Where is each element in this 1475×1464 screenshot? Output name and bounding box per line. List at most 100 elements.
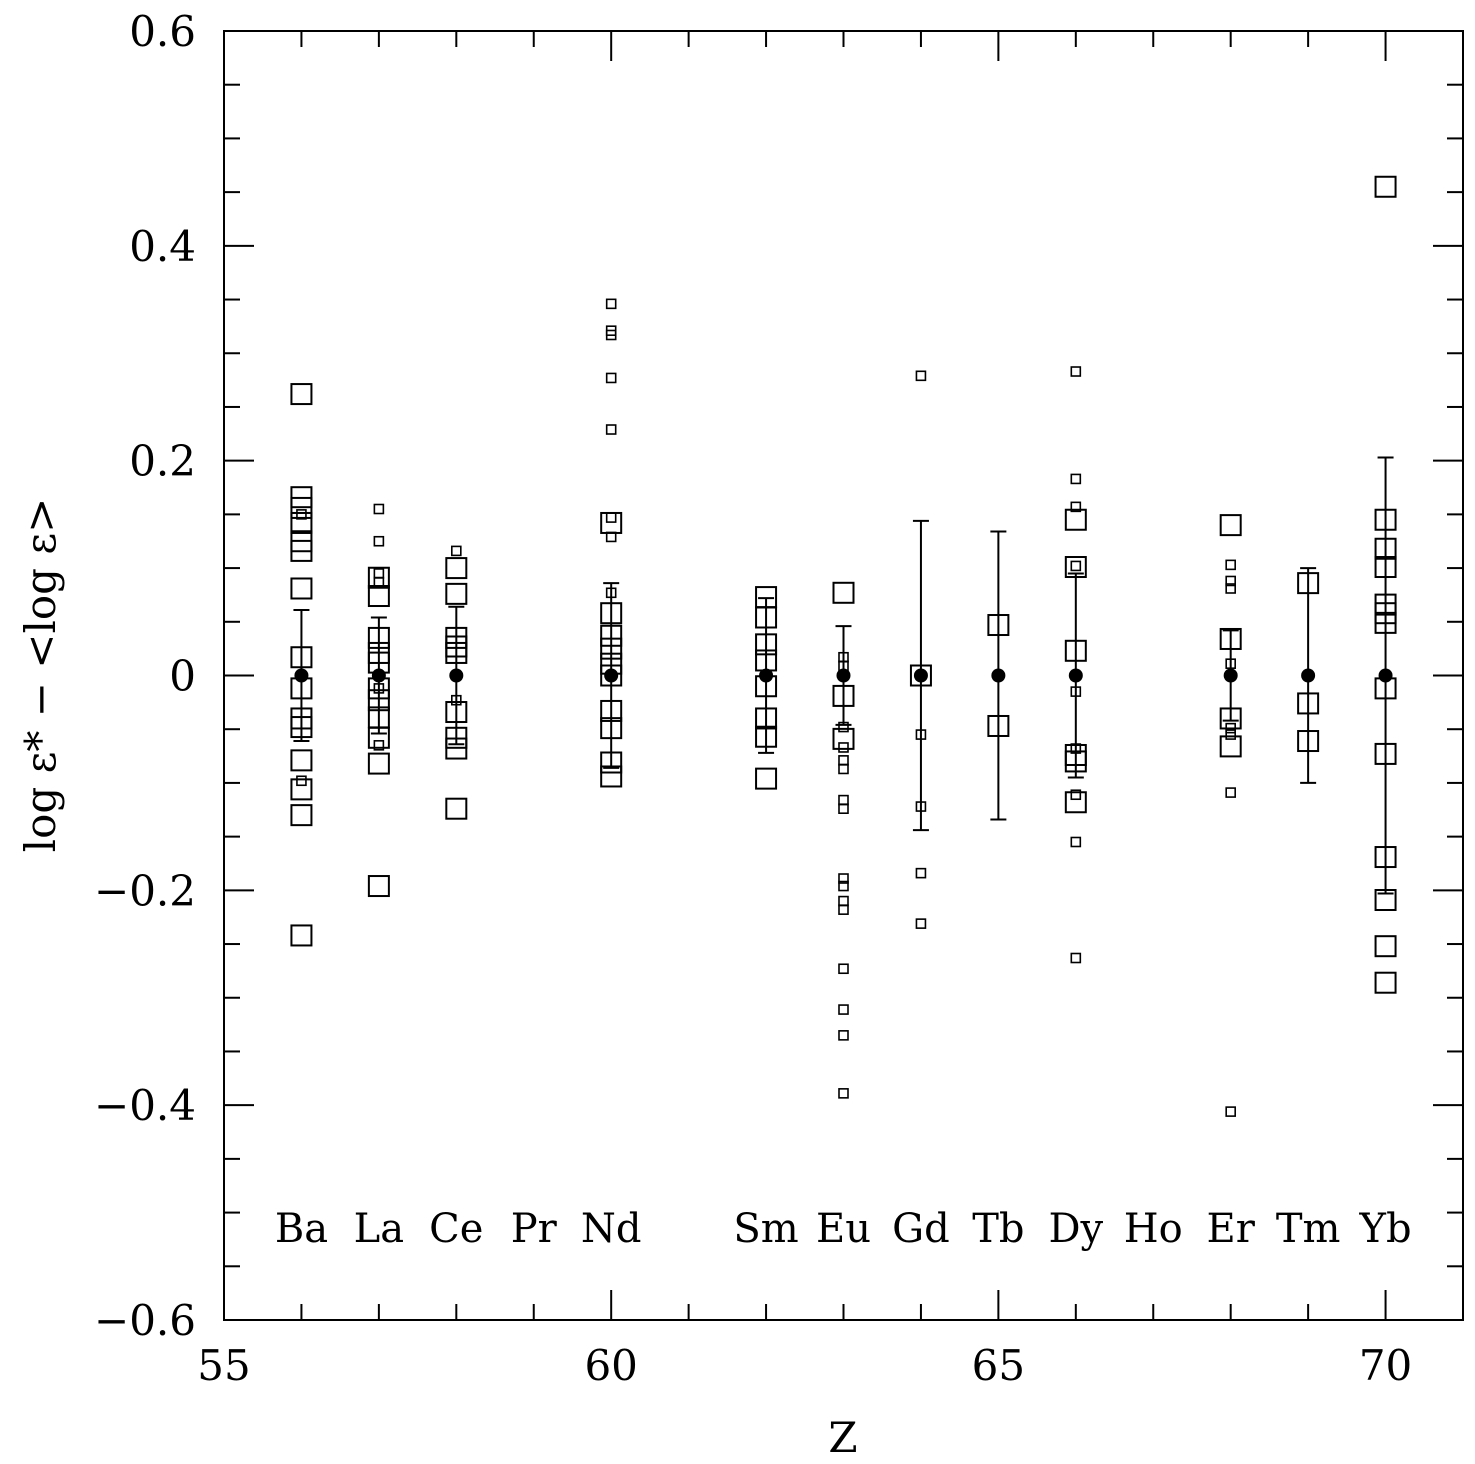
mean-point	[1068, 668, 1083, 683]
data-square-small	[838, 1004, 849, 1015]
data-square-small	[1070, 501, 1082, 513]
element-label: Ho	[1124, 1206, 1183, 1252]
data-square	[1219, 514, 1242, 537]
data-square-small	[1225, 729, 1236, 740]
data-square-small	[296, 509, 307, 520]
data-square-small	[373, 740, 385, 751]
data-square	[1064, 791, 1087, 814]
element-label: Ce	[429, 1206, 483, 1252]
x-tick-label: 60	[584, 1341, 637, 1390]
data-square	[367, 566, 390, 589]
element-label: Tm	[1276, 1206, 1341, 1252]
data-square	[1374, 971, 1397, 994]
mean-point	[759, 668, 774, 683]
data-square	[367, 585, 390, 608]
element-label: Pr	[511, 1206, 558, 1252]
data-square	[832, 727, 855, 750]
data-square	[290, 511, 313, 534]
data-square	[1064, 508, 1087, 531]
data-square	[1374, 175, 1397, 198]
data-square-small	[838, 1088, 849, 1099]
data-square-small	[1070, 473, 1082, 485]
data-square-small	[838, 803, 849, 814]
y-tick-label: −0.6	[94, 1296, 196, 1345]
y-tick-label: 0.6	[129, 7, 196, 56]
x-tick-label: 70	[1359, 1341, 1412, 1390]
mean-point	[449, 668, 464, 683]
data-square-small	[915, 867, 927, 879]
mean-point	[604, 668, 619, 683]
data-square-small	[838, 873, 849, 884]
y-tick-label: 0.4	[129, 222, 196, 271]
data-square-small	[1070, 560, 1082, 572]
data-square	[755, 767, 778, 790]
data-square-small	[838, 880, 849, 892]
x-axis-label: Z	[828, 1413, 857, 1462]
y-axis-label: log ε* − <log ε>	[16, 498, 65, 853]
data-square-small	[1225, 575, 1236, 587]
data-square-small	[915, 918, 927, 929]
element-label: La	[354, 1206, 404, 1252]
data-square-small	[838, 1030, 849, 1041]
data-square-small	[915, 370, 927, 382]
data-square	[1374, 935, 1397, 958]
data-square	[367, 752, 390, 775]
data-square-small	[373, 535, 385, 547]
data-square-small	[1225, 787, 1236, 798]
element-label: Ba	[275, 1206, 328, 1252]
y-tick-label: 0.2	[129, 437, 196, 486]
y-tick-label: −0.2	[94, 866, 196, 915]
data-square	[290, 749, 313, 772]
data-square-small	[838, 895, 849, 907]
data-square-small	[605, 372, 617, 384]
mean-point	[1378, 668, 1393, 683]
mean-point	[836, 668, 851, 683]
data-square-small	[838, 742, 849, 753]
data-square	[290, 577, 313, 600]
mean-point	[991, 668, 1006, 683]
data-square-small	[605, 424, 617, 435]
data-square	[1219, 735, 1242, 758]
element-label: Tb	[972, 1206, 1024, 1252]
element-label: Gd	[892, 1206, 950, 1252]
element-label: Eu	[816, 1206, 871, 1252]
element-label: Sm	[733, 1206, 798, 1252]
data-square	[445, 557, 468, 580]
data-square-small	[605, 329, 617, 341]
data-square	[290, 804, 313, 827]
data-square-small	[1070, 789, 1082, 801]
mean-point	[371, 668, 386, 683]
y-tick-label: −0.4	[94, 1081, 196, 1130]
data-square-small	[838, 904, 849, 915]
element-label: Nd	[581, 1206, 642, 1252]
data-square-small	[1225, 559, 1236, 571]
data-square-small	[838, 794, 849, 806]
data-square-small	[373, 568, 385, 579]
data-square	[290, 539, 313, 562]
data-square	[445, 797, 468, 820]
x-tick-label: 65	[972, 1341, 1025, 1390]
data-square-small	[373, 503, 385, 515]
element-label: Dy	[1048, 1206, 1103, 1252]
data-square	[445, 582, 468, 605]
data-square-small	[1070, 836, 1082, 848]
data-square	[600, 765, 623, 788]
y-tick-label: 0	[169, 652, 196, 701]
element-label: Er	[1207, 1206, 1256, 1252]
data-square-small	[838, 755, 849, 766]
data-square-small	[1225, 722, 1236, 734]
mean-point	[1223, 668, 1238, 683]
data-square	[290, 924, 313, 947]
data-square	[600, 511, 623, 534]
data-square-small	[838, 763, 849, 775]
data-square-small	[1070, 366, 1082, 377]
data-square-small	[1070, 952, 1082, 964]
data-square-small	[605, 298, 617, 310]
data-square	[290, 778, 313, 801]
x-tick-label: 55	[197, 1341, 250, 1390]
mean-point	[913, 668, 928, 683]
data-square-small	[605, 531, 617, 543]
data-square-small	[605, 512, 617, 523]
data-square-small	[451, 545, 462, 557]
